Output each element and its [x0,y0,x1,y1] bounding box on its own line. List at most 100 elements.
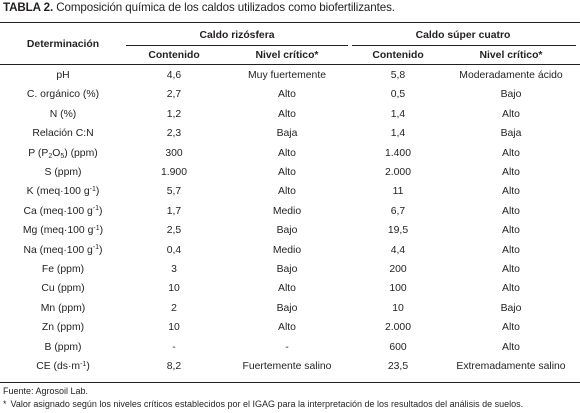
table-title-text: Composición química de los caldos utiliz… [56,1,395,14]
row-label: K (meq·100 g-1) [2,186,124,198]
cell-contenido-rizosfera: - [172,341,176,353]
cell-contenido-super-cuatro: 1,4 [390,108,406,120]
cell-contenido-rizosfera: 0,4 [166,244,182,256]
cell-contenido-super-cuatro: 1,4 [390,128,406,140]
cell-contenido-super-cuatro: 200 [389,264,407,275]
cell-contenido-super-cuatro: 2.000 [384,322,411,334]
superscript: -1 [80,360,87,368]
cell-contenido-rizosfera: 10 [168,283,180,295]
table-title-label: TABLA 2. [3,1,54,14]
cell-nivel-rizosfera: Alto [278,283,296,295]
cell-nivel-rizosfera: Medio [272,244,302,256]
subscript: 5 [60,152,65,160]
header-contenido-1: Contenido [148,50,200,61]
cell-nivel-super-cuatro: Alto [502,147,520,159]
header-contenido-2: Contenido [372,50,424,61]
row-label-text: Mg (meq·100 g [22,225,94,237]
header-caldo-super-cuatro: Caldo súper cuatro [415,30,511,41]
row-label-text: ) [86,361,90,372]
row-label-text: ) [99,225,104,237]
cell-contenido-rizosfera: 1,7 [166,205,182,217]
cell-contenido-rizosfera: 4,6 [166,70,182,81]
cell-contenido-rizosfera: 5,7 [166,186,182,198]
cell-nivel-rizosfera: Alto [278,322,296,334]
table-title: TABLA 2. Composición química de los cald… [3,1,395,14]
cell-nivel-super-cuatro: Bajo [500,302,522,314]
cell-contenido-super-cuatro: 1.400 [384,147,411,159]
cell-nivel-rizosfera: Baja [276,128,298,140]
row-label-text: ) (ppm) [64,147,98,159]
table-source: Fuente: Agrosoil Lab. [3,386,89,396]
row-label-text: Cu (ppm) [41,283,85,295]
superscript: -1 [89,185,96,193]
superscript: -1 [93,224,100,232]
cell-nivel-rizosfera: Alto [278,147,296,159]
header-determinacion: Determinación [26,39,100,50]
cell-nivel-super-cuatro: Alto [502,322,520,334]
cell-nivel-rizosfera: Bajo [276,302,298,314]
cell-nivel-rizosfera: Alto [278,186,296,198]
row-label-text: ) [95,186,100,198]
row-label-text: P (P [28,147,49,159]
cell-nivel-rizosfera: - [285,341,289,353]
row-label: pH [2,70,124,82]
row-label-text: N (%) [49,108,77,120]
header-nivel-critico-2: Nivel crítico* [479,50,543,61]
row-label-text: Relación C:N [32,128,94,140]
row-label-text: O [52,147,61,159]
cell-nivel-super-cuatro: Alto [502,186,520,198]
superscript: -1 [92,244,100,252]
cell-nivel-super-cuatro: Alto [502,283,520,295]
superscript: -1 [92,205,100,213]
cell-contenido-super-cuatro: 10 [392,302,404,314]
row-label: Ca (meq·100 g-1) [2,205,124,218]
cell-contenido-super-cuatro: 600 [389,341,407,353]
row-label-text: ) [99,244,103,256]
row-label-text: B (ppm) [44,341,82,353]
row-label-text: Ca (meq·100 g [23,205,93,217]
cell-contenido-super-cuatro: 23,5 [387,361,409,372]
bottom-rule [0,382,580,383]
row-label-text: Mn (ppm) [40,302,86,314]
row-label: Fe (ppm) [2,264,124,276]
cell-contenido-super-cuatro: 19,5 [387,225,409,237]
cell-contenido-super-cuatro: 5,8 [390,70,406,81]
cell-contenido-rizosfera: 10 [168,322,180,334]
cell-nivel-rizosfera: Bajo [276,264,298,275]
row-label: P (P2O5) (ppm) [2,148,124,160]
cell-nivel-super-cuatro: Moderadamente ácido [459,70,563,81]
cell-nivel-super-cuatro: Alto [502,108,520,120]
row-label: Mg (meq·100 g-1) [2,225,124,237]
cell-nivel-super-cuatro: Alto [502,264,520,275]
cell-nivel-super-cuatro: Alto [502,341,520,353]
group-rule-super-cuatro [352,45,576,46]
row-label: N (%) [2,109,124,121]
cell-contenido-super-cuatro: 4,4 [390,244,406,256]
cell-contenido-super-cuatro: 100 [389,283,407,295]
cell-contenido-super-cuatro: 0,5 [390,89,406,101]
cell-nivel-rizosfera: Alto [278,167,296,178]
row-label: CE (ds·m-1) [2,361,124,373]
row-label: C. orgánico (%) [2,89,124,101]
row-label-text: Na (meq·100 g [23,244,93,256]
cell-nivel-super-cuatro: Alto [502,205,520,217]
cell-nivel-super-cuatro: Alto [502,167,520,178]
row-label-text: S (ppm) [44,167,82,178]
cell-contenido-rizosfera: 1,2 [166,108,182,120]
cell-contenido-rizosfera: 2,7 [166,89,182,101]
row-label-text: Zn (ppm) [41,322,85,334]
row-label: Zn (ppm) [2,322,124,334]
row-label: Na (meq·100 g-1) [2,244,124,257]
cell-nivel-rizosfera: Fuertemente salino [242,361,332,372]
cell-nivel-super-cuatro: Bajo [500,89,522,101]
row-label-text: pH [56,70,70,81]
cell-contenido-rizosfera: 2,5 [166,225,182,237]
cell-contenido-rizosfera: 8,2 [166,361,182,372]
cell-contenido-rizosfera: 1.900 [160,167,187,178]
cell-nivel-rizosfera: Medio [272,205,302,217]
row-label-text: C. orgánico (%) [26,89,100,101]
cell-nivel-rizosfera: Bajo [276,225,298,237]
top-rule [0,22,580,23]
cell-nivel-super-cuatro: Alto [502,225,520,237]
row-label: B (ppm) [2,342,124,354]
